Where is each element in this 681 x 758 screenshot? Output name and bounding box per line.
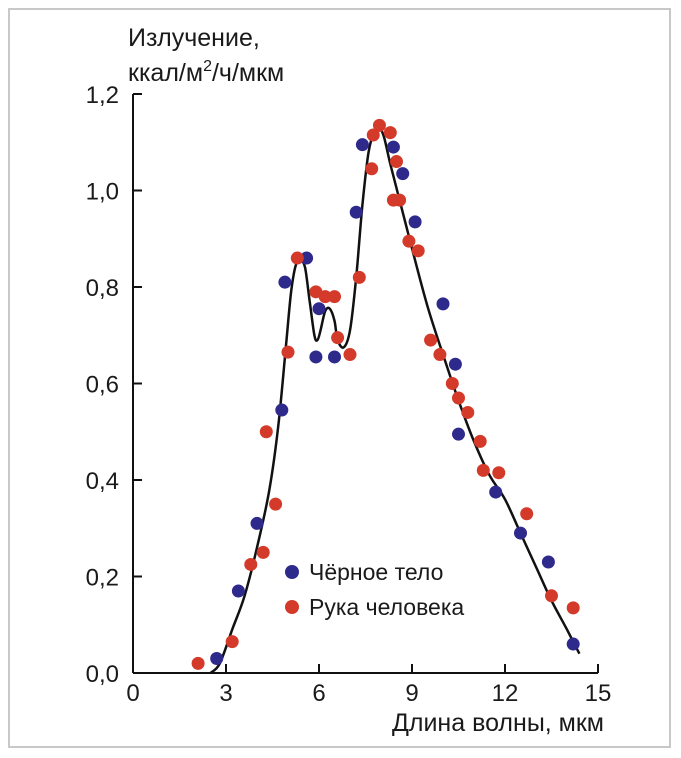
hand-point [461, 405, 475, 419]
blackbody-point [300, 251, 314, 265]
x-axis-title: Длина волны, мкм [392, 709, 604, 737]
y-tick-label: 0,2 [86, 565, 119, 592]
hand-point [545, 589, 558, 603]
blackbody-point [355, 138, 369, 152]
blackbody-point [275, 403, 289, 417]
legend-label-blackbody: Чёрное тело [309, 559, 443, 585]
hand-point [402, 234, 416, 248]
hand-point [256, 545, 270, 559]
hand-point [244, 557, 258, 571]
fitted-curve-line [209, 125, 581, 674]
x-tick-label: 3 [219, 680, 232, 707]
blackbody-point [541, 555, 555, 569]
hand-point [445, 377, 459, 390]
y-axis-title-line2: ккал/м2/ч/мкм [128, 58, 284, 87]
y-axis-title-line1: Излучение, [128, 24, 260, 52]
hand-point [393, 193, 407, 207]
hand-point [520, 507, 534, 521]
hand-point [433, 348, 447, 362]
blackbody-point [408, 215, 422, 229]
hand-point [492, 466, 506, 480]
hand-point [281, 345, 295, 359]
blackbody-point [489, 485, 503, 499]
hand-point [476, 463, 490, 477]
hand-point [366, 128, 380, 142]
blackbody-point [436, 297, 450, 311]
x-tick-label: 15 [585, 680, 612, 707]
hand-point [290, 251, 304, 265]
legend-label-hand: Рука человека [309, 594, 464, 620]
hand-point [411, 244, 425, 258]
blackbody-point [250, 516, 264, 530]
hand-point [343, 348, 357, 362]
legend: Чёрное тело Рука человека [285, 559, 464, 620]
blackbody-point [396, 167, 410, 181]
blackbody-point [386, 140, 400, 154]
hand-point [452, 391, 465, 405]
blackbody-point [210, 652, 224, 666]
hand-point [331, 331, 345, 345]
blackbody-point [328, 350, 341, 364]
x-tick-label: 9 [405, 680, 418, 707]
blackbody-point [231, 584, 245, 598]
y-tick-label: 1,2 [86, 82, 119, 109]
hand-point [225, 635, 239, 649]
blackbody-point [349, 205, 363, 219]
legend-marker-hand [285, 600, 299, 614]
x-tick-label: 12 [492, 680, 519, 707]
hand-point [191, 656, 205, 670]
y-tick-label: 0,8 [86, 275, 119, 302]
y-tick-label: 0,0 [86, 661, 119, 688]
blackbody-point [278, 275, 292, 289]
x-tick-label: 6 [312, 680, 325, 707]
hand-point [372, 118, 386, 132]
hand-point [365, 162, 379, 176]
blackbody-point [566, 637, 580, 651]
x-tick-label: 0 [126, 680, 139, 707]
hand-point [473, 434, 487, 448]
fitted-curve [209, 125, 581, 674]
hand-point [259, 425, 273, 439]
blackbody-point [448, 357, 462, 371]
y-ticks: 0,0 0,2 0,4 0,6 0,8 1,0 1,2 [86, 82, 142, 688]
y-tick-label: 0,6 [86, 372, 119, 399]
hand-point [424, 333, 438, 347]
hand-point [352, 270, 366, 284]
hand-point [383, 126, 397, 140]
legend-marker-blackbody [285, 565, 299, 579]
hand-point [390, 155, 403, 169]
x-ticks: 0 3 6 9 12 15 [126, 664, 611, 707]
y-tick-label: 1,0 [86, 179, 119, 206]
hand-point [566, 601, 580, 615]
hand-point [328, 290, 341, 304]
hand-point [269, 497, 283, 511]
y-tick-label: 0,4 [86, 468, 119, 495]
blackbody-point [312, 302, 326, 316]
chart-frame [8, 8, 671, 748]
blackbody-point [514, 526, 527, 540]
hand-point [318, 290, 332, 304]
blackbody-point [309, 350, 323, 364]
data-points [191, 118, 580, 670]
blackbody-point [452, 427, 465, 441]
